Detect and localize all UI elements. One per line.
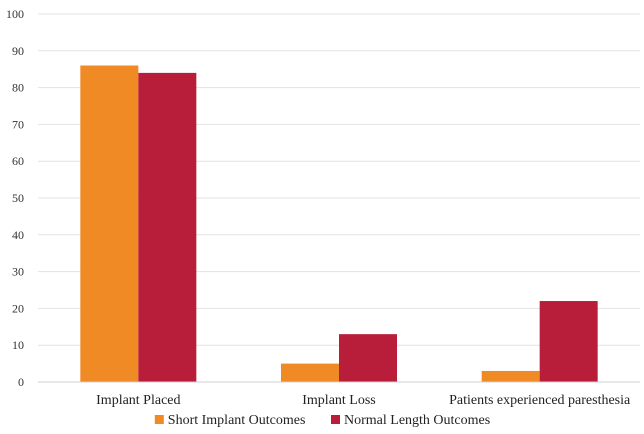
y-tick-label: 0 [18, 375, 24, 389]
y-tick-label: 80 [12, 81, 24, 95]
x-category-label: Implant Placed [96, 393, 180, 408]
bar-normal-0 [138, 72, 197, 382]
y-tick-label: 100 [6, 7, 24, 21]
y-tick-label: 60 [12, 154, 24, 168]
legend-label-0: Short Implant Outcomes [168, 413, 306, 428]
y-tick-label: 70 [12, 117, 24, 131]
bar-short-0 [80, 65, 139, 383]
bars [80, 65, 598, 383]
bar-short-1 [281, 363, 339, 382]
x-category-label: Patients experienced paresthesia [449, 393, 631, 408]
bar-normal-2 [539, 301, 598, 382]
category-labels: Implant Placed Implant Loss Patients exper… [96, 393, 631, 408]
x-category-label: Implant Loss [302, 393, 376, 408]
legend-swatch-1 [331, 415, 340, 424]
y-tick-label: 40 [12, 228, 24, 242]
legend-label-1: Normal Length Outcomes [344, 413, 490, 428]
y-tick-label: 50 [12, 191, 24, 205]
bar-normal-1 [339, 334, 397, 382]
legend-swatch-0 [154, 415, 164, 424]
y-tick-label: 10 [12, 338, 24, 352]
bar-short-2 [481, 370, 540, 382]
y-tick-label: 20 [12, 301, 24, 315]
y-tick-label: 30 [12, 265, 24, 279]
legend: Short Implant Outcomes Normal Length Outc… [154, 413, 490, 428]
y-axis-ticks: 0 10 20 30 40 50 60 70 80 90 100 [6, 7, 24, 389]
y-tick-label: 90 [12, 44, 24, 58]
